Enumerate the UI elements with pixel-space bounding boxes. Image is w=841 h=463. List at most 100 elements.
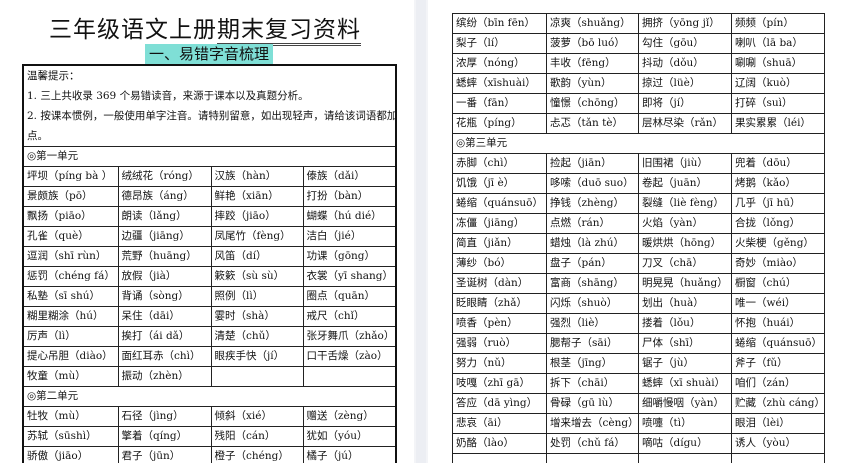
word-cell: 抖动（dǒu） bbox=[638, 53, 732, 74]
word-cell: 腮帮子（sāi） bbox=[546, 333, 639, 354]
word-cell: 划出（huà） bbox=[638, 293, 732, 314]
word-cell: 提心吊胆（diào） bbox=[22, 346, 119, 367]
word-cell: 裂缝（liè fèng） bbox=[638, 193, 732, 214]
word-cell bbox=[731, 453, 825, 463]
word-cell bbox=[210, 366, 304, 387]
word-cell: 缤纷（bīn fēn） bbox=[452, 13, 547, 34]
word-cell: 功课（gōng） bbox=[302, 246, 397, 267]
word-cell: 君子（jūn） bbox=[117, 446, 212, 463]
document-title: 三年级语文上册期末复习资料 bbox=[0, 10, 410, 46]
word-cell: 浓厚（nóng） bbox=[452, 53, 547, 74]
word-cell: 鲜艳（xiān） bbox=[210, 186, 304, 207]
word-cell: 勾住（gōu） bbox=[638, 33, 732, 54]
table-row: 赤脚（chì） 捡起（jiān） 旧围裙（jiù） 兜着（dōu） bbox=[452, 153, 825, 174]
document-page-right: 缤纷（bīn fēn） 凉爽（shuǎng） 拥挤（yōng jǐ） 频频（pín）梨… bbox=[428, 0, 841, 463]
word-cell: 细嚼慢咽（yàn） bbox=[638, 393, 732, 414]
table-row: 浓厚（nóng） 丰收（fēng） 抖动（dǒu） 唰唰（shuā） bbox=[452, 53, 825, 74]
word-cell: 橱窗（chú） bbox=[731, 273, 825, 294]
word-cell: 暖烘烘（hōng） bbox=[638, 233, 732, 254]
unit-header-row: ◎第三单元 bbox=[452, 133, 825, 154]
word-cell bbox=[302, 366, 397, 387]
word-cell: 犹如（yóu） bbox=[302, 426, 397, 447]
tip-line: 2. 按课本惯例，一般使用单字注音。请特别留意，如出现轻声，请给该词语都加 bbox=[22, 106, 397, 126]
table-row: 答应（dā yìng） 骨碌（gū lù） 细嚼慢咽（yàn） 贮藏（zhù cáng… bbox=[452, 393, 825, 414]
word-cell: 厉声（lì） bbox=[22, 326, 119, 347]
word-cell: 唰唰（shuā） bbox=[731, 53, 825, 74]
word-cell: 火焰（yàn） bbox=[638, 213, 732, 234]
word-cell: 逗润（shī rùn） bbox=[22, 246, 119, 267]
word-cell: 诱人（yòu） bbox=[731, 433, 825, 454]
word-cell: 簌簌（sù sù） bbox=[210, 266, 304, 287]
word-cell: 辽阔（kuò） bbox=[731, 73, 825, 94]
word-cell: 喇叭（lā ba） bbox=[731, 33, 825, 54]
table-row: 景颇族（pō） 德昂族（áng） 鲜艳（xiān） 打扮（bàn） bbox=[22, 186, 397, 207]
word-cell: 惩罚（chéng fá） bbox=[22, 266, 119, 287]
unit-title: ◎第三单元 bbox=[452, 133, 825, 154]
word-cell: 奶酪（lào） bbox=[452, 433, 547, 454]
word-cell: 清楚（chǔ） bbox=[210, 326, 304, 347]
page-gap bbox=[416, 0, 426, 463]
word-cell: 合拢（lǒng） bbox=[731, 213, 825, 234]
word-cell: 振动（zhèn） bbox=[117, 366, 212, 387]
word-cell: 擎着（qíng） bbox=[117, 426, 212, 447]
table-row: 冻僵（jiāng） 点燃（rán） 火焰（yàn） 合拢（lǒng） bbox=[452, 213, 825, 234]
word-cell: 唯一（wéi） bbox=[731, 293, 825, 314]
table-row: 奶酪（lào） 处罚（chǔ fá） 嘀咕（dígu） 诱人（yòu） bbox=[452, 433, 825, 454]
table-row: 提心吊胆（diào） 面红耳赤（chì） 眼疾手快（jí） 口干舌燥（zào） bbox=[22, 346, 397, 367]
word-cell: 牧童（mù） bbox=[22, 366, 119, 387]
table-row: 坪坝（píng bà ）绒绒花（róng） 汉族（hàn） 傣族（dǎi） bbox=[22, 166, 397, 187]
word-cell: 吱嘎（zhī gā） bbox=[452, 373, 547, 394]
word-cell: 哆嗦（duō suo） bbox=[546, 173, 639, 194]
table-row: 努力（nǔ） 根茎（jīng） 锯子（jù） 斧子（fǔ） bbox=[452, 353, 825, 374]
word-cell: 眼泪（lèi） bbox=[731, 413, 825, 434]
word-cell: 景颇族（pō） bbox=[22, 186, 119, 207]
table-row: 圣诞树（dàn） 富商（shāng） 明晃晃（huǎng） 橱窗（chú） bbox=[452, 273, 825, 294]
word-cell: 霎时（shà） bbox=[210, 306, 304, 327]
word-cell: 明晃晃（huǎng） bbox=[638, 273, 732, 294]
word-cell bbox=[546, 453, 639, 463]
word-cell: 锯子（jù） bbox=[638, 353, 732, 374]
word-cell: 点燃（rán） bbox=[546, 213, 639, 234]
table-row bbox=[452, 453, 825, 463]
word-cell: 层林尽染（rǎn） bbox=[638, 113, 732, 134]
word-cell: 戒尺（chǐ） bbox=[302, 306, 397, 327]
word-cell: 倾斜（xié） bbox=[210, 406, 304, 427]
tip-line: 点。 bbox=[22, 126, 397, 147]
word-cell bbox=[638, 453, 732, 463]
word-cell: 橙子（chéng） bbox=[210, 446, 304, 463]
table-row: 骄傲（jiāo） 君子（jūn） 橙子（chéng） 橘子（jú） bbox=[22, 446, 397, 463]
word-cell: 骄傲（jiāo） bbox=[22, 446, 119, 463]
pronunciation-table-left: 温馨提示： 1. 三上共收录 369 个易错读音，来源于课本以及真题分析。 2.… bbox=[22, 64, 397, 463]
table-row: 梨子（lí） 菠萝（bō luó） 勾住（gōu） 喇叭（lā ba） bbox=[452, 33, 825, 54]
word-cell: 蝴蝶（hú dié） bbox=[302, 206, 397, 227]
word-cell: 悲哀（āi） bbox=[452, 413, 547, 434]
title-underlined: 期末复习资料 bbox=[217, 17, 361, 46]
word-cell: 捡起（jiān） bbox=[546, 153, 639, 174]
word-cell: 圣诞树（dàn） bbox=[452, 273, 547, 294]
table-row: 牡牧（mù） 石径（jìng） 倾斜（xié） 赠送（zèng） bbox=[22, 406, 397, 427]
table-row: 私塾（sī shú） 背诵（sòng） 照例（lì） 圈点（quān） bbox=[22, 286, 397, 307]
word-cell: 嘀咕（dígu） bbox=[638, 433, 732, 454]
word-cell: 洁白（jié） bbox=[302, 226, 397, 247]
word-cell: 私塾（sī shú） bbox=[22, 286, 119, 307]
word-cell: 歌韵（yùn） bbox=[546, 73, 639, 94]
word-cell: 花瓶（píng） bbox=[452, 113, 547, 134]
word-cell: 尸体（shī） bbox=[638, 333, 732, 354]
table-row: 惩罚（chéng fá） 放假（jià） 簌簌（sù sù） 衣裳（yī shang） bbox=[22, 266, 397, 287]
table-row: 眨眼睛（zhǎ） 闪烁（shuò） 划出（huà） 唯一（wéi） bbox=[452, 293, 825, 314]
word-cell: 朗读（lǎng） bbox=[117, 206, 212, 227]
unit-header-row: ◎第二单元 bbox=[22, 386, 397, 407]
table-row: 厉声（lì） 挨打（ái dǎ） 清楚（chǔ） 张牙舞爪（zhǎo） bbox=[22, 326, 397, 347]
table-row: 逗润（shī rùn） 荒野（huāng） 风笛（dí） 功课（gōng） bbox=[22, 246, 397, 267]
word-cell: 几乎（jī hū） bbox=[731, 193, 825, 214]
word-cell: 盘子（pán） bbox=[546, 253, 639, 274]
word-cell: 果实累累（léi） bbox=[731, 113, 825, 134]
word-cell: 衣裳（yī shang） bbox=[302, 266, 397, 287]
table-row: 飘扬（piāo） 朗读（lǎng） 摔跤（jiāo） 蝴蝶（hú dié） bbox=[22, 206, 397, 227]
word-cell: 简直（jiǎn） bbox=[452, 233, 547, 254]
table-row: 简直（jiǎn） 蜡烛（là zhú） 暖烘烘（hōng） 火柴梗（gěng） bbox=[452, 233, 825, 254]
word-cell: 打碎（suì） bbox=[731, 93, 825, 114]
word-cell: 牡牧（mù） bbox=[22, 406, 119, 427]
word-cell: 骨碌（gū lù） bbox=[546, 393, 639, 414]
word-cell: 蜷缩（quánsuō） bbox=[731, 333, 825, 354]
